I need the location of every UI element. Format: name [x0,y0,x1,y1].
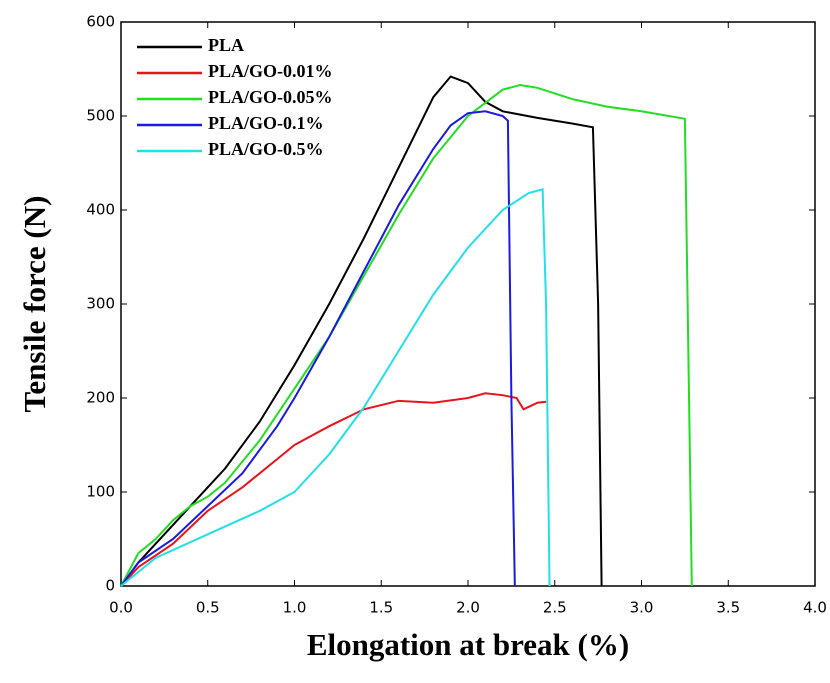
y-tick-label: 300 [86,295,115,313]
y-axis-label: Tensile force (N) [17,196,52,413]
x-tick-label: 2.5 [543,599,567,617]
y-tick-label: 600 [86,13,115,31]
y-tick-label: 200 [86,389,115,407]
y-tick-label: 400 [86,201,115,219]
x-tick-label: 1.0 [283,599,307,617]
x-tick-label: 2.0 [456,599,480,617]
x-tick-label: 1.5 [369,599,393,617]
line [120,392,547,587]
x-axis-label: Elongation at break (%) [307,627,629,662]
x-tick-label: 3.0 [630,599,654,617]
y-tick-label: 0 [105,577,115,595]
line [120,110,516,587]
y-tick-label: 100 [86,483,115,501]
x-tick-label: 0.5 [196,599,220,617]
legend-label: PLA [208,35,244,55]
legend-label: PLA/GO-0.1% [208,113,324,133]
line [120,75,603,587]
x-tick-label: 0.0 [109,599,133,617]
legend-label: PLA/GO-0.05% [208,87,333,107]
legend-label: PLA/GO-0.01% [208,61,333,81]
y-tick-label: 500 [86,107,115,125]
line [120,83,693,587]
x-tick-label: 3.5 [716,599,740,617]
x-tick-label: 4.0 [803,599,827,617]
line [120,188,551,587]
legend-label: PLA/GO-0.5% [208,139,324,159]
